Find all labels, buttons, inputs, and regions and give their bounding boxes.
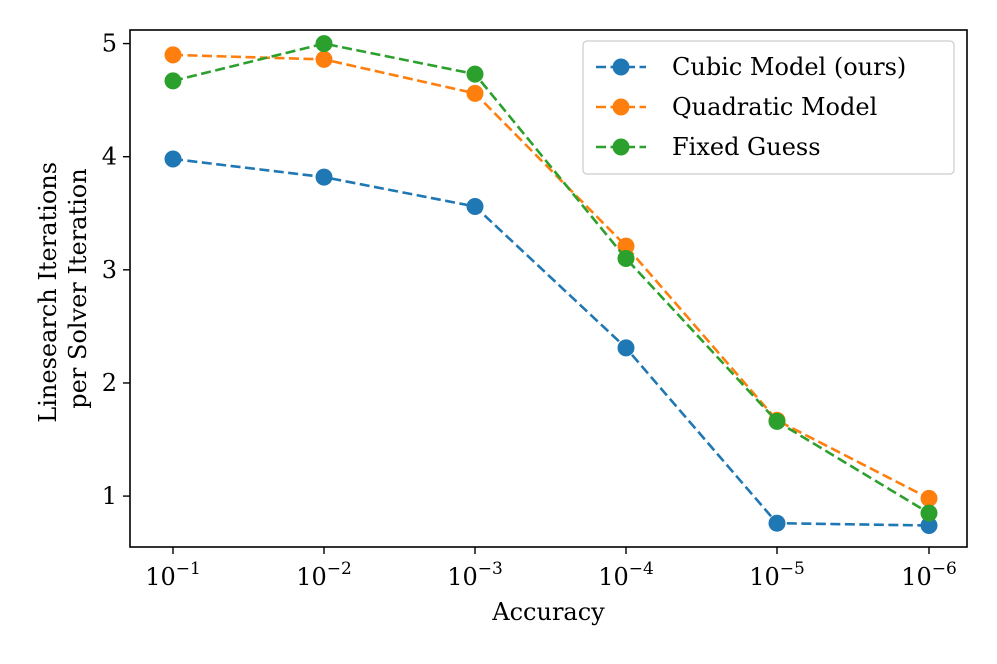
y-tick-label: 5 — [102, 30, 117, 58]
series-line-2 — [172, 42, 930, 515]
y-axis-label: Linesearch Iterations per Solver Iterati… — [34, 154, 92, 422]
x-tick-label: 10−6 — [901, 559, 957, 591]
data-point — [768, 412, 786, 430]
x-tick-label: 10−2 — [296, 559, 352, 591]
data-point — [164, 46, 182, 64]
data-point — [920, 504, 938, 522]
series-line-0 — [172, 157, 930, 527]
legend-marker-0 — [612, 58, 630, 76]
data-point — [768, 514, 786, 532]
data-point — [164, 150, 182, 168]
x-axis-label: Accuracy — [491, 598, 605, 626]
x-tick-label: 10−4 — [598, 559, 654, 591]
legend-marker-1 — [612, 98, 630, 116]
data-point — [466, 65, 484, 83]
legend: Cubic Model (ours) Quadratic Model Fixed G… — [582, 40, 955, 175]
legend-label-0: Cubic Model (ours) — [672, 53, 906, 81]
legend-marker-2 — [612, 138, 630, 156]
data-point — [466, 198, 484, 215]
x-tick-label: 10−1 — [145, 559, 201, 591]
y-tick-label: 4 — [102, 143, 117, 171]
x-tick-label: 10−5 — [749, 559, 805, 591]
data-point — [617, 237, 635, 255]
series-layer — [164, 35, 938, 534]
ticks-layer: 10−1 10−2 10−3 10−4 10−5 10−6 1 2 3 4 5 — [102, 30, 957, 591]
data-point — [617, 250, 635, 267]
series-line-1 — [172, 53, 930, 500]
data-point — [920, 489, 938, 507]
data-point — [315, 50, 333, 68]
x-tick-label: 10−3 — [447, 559, 503, 591]
legend-label-2: Fixed Guess — [672, 133, 821, 161]
plot-frame — [129, 29, 968, 548]
data-point — [617, 339, 635, 357]
data-point — [920, 517, 938, 534]
y-tick-label: 1 — [102, 482, 117, 510]
y-tick-label: 3 — [102, 256, 117, 284]
data-point — [315, 168, 333, 186]
y-axis-label-line-2: per Solver Iteration — [64, 168, 92, 408]
data-point — [466, 84, 484, 102]
data-point — [315, 35, 333, 53]
y-tick-label: 2 — [102, 369, 117, 397]
y-axis-label-line-1: Linesearch Iterations — [34, 162, 62, 423]
legend-label-1: Quadratic Model — [672, 93, 877, 121]
legend-box — [582, 40, 955, 175]
data-point — [164, 72, 182, 90]
